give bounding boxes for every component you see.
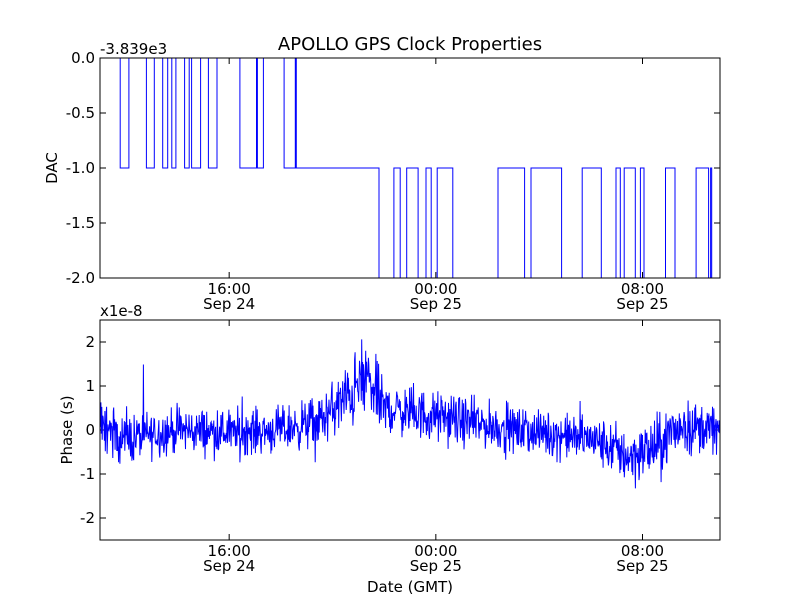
y-tick-label: -1.0 [66,159,95,177]
bottom-ylabel: Phase (s) [58,395,76,464]
x-tick-label: 00:00 [414,280,457,298]
y-tick-label: 0 [85,421,95,439]
x-tick-label-date: Sep 25 [616,557,668,575]
top-axis-frame [99,57,721,279]
x-tick-label: 08:00 [621,280,664,298]
bottom-offset-label: x1e-8 [100,302,143,320]
top-offset-label: -3.839e3 [100,40,167,58]
x-axis-label: Date (GMT) [367,578,453,596]
chart-title: APOLLO GPS Clock Properties [278,34,542,55]
x-tick-label-date: Sep 25 [410,295,462,313]
x-tick-label-date: Sep 24 [203,557,255,575]
bottom-axis-frame [99,319,721,541]
x-tick-label-date: Sep 25 [410,557,462,575]
x-tick-label: 08:00 [621,542,664,560]
y-tick-label: -2.0 [66,269,95,287]
y-tick-label: 2 [85,333,95,351]
y-tick-label: -0.5 [66,104,95,122]
x-tick-label: 16:00 [208,542,251,560]
x-tick-label: 00:00 [414,542,457,560]
series-line [99,339,721,489]
y-tick-label: 0.0 [71,49,95,67]
x-tick-label: 16:00 [208,280,251,298]
x-tick-label-date: Sep 24 [203,295,255,313]
y-tick-label: -1.5 [66,214,95,232]
series-line [100,57,720,279]
y-tick-label: -2 [80,509,95,527]
y-tick-label: 1 [85,377,95,395]
x-tick-label-date: Sep 25 [616,295,668,313]
top-axes: -3.839e3 DAC 0.0-0.5-1.0-1.5-2.016:00Sep… [43,40,721,313]
top-ylabel: DAC [43,152,61,184]
y-tick-label: -1 [80,465,95,483]
